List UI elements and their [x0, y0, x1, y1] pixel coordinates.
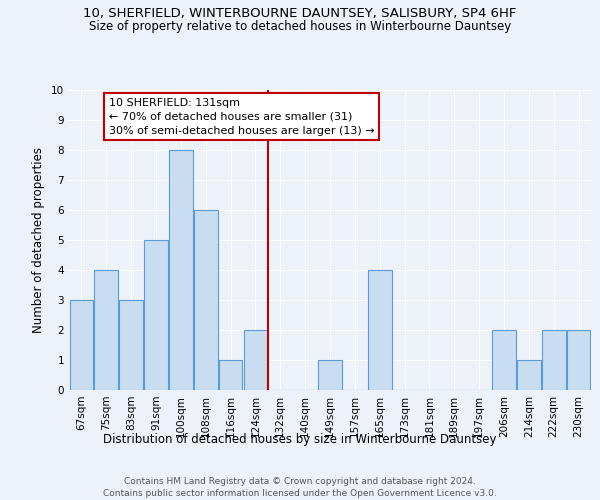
- Bar: [244, 330, 267, 390]
- Text: 10 SHERFIELD: 131sqm
← 70% of detached houses are smaller (31)
30% of semi-detac: 10 SHERFIELD: 131sqm ← 70% of detached h…: [109, 98, 374, 136]
- Bar: [144, 240, 168, 390]
- Text: Size of property relative to detached houses in Winterbourne Dauntsey: Size of property relative to detached ho…: [89, 20, 511, 33]
- Bar: [70, 300, 93, 390]
- Bar: [368, 270, 392, 390]
- Bar: [169, 150, 193, 390]
- Bar: [194, 210, 218, 390]
- Bar: [492, 330, 516, 390]
- Text: Contains HM Land Registry data © Crown copyright and database right 2024.
Contai: Contains HM Land Registry data © Crown c…: [103, 476, 497, 498]
- Bar: [119, 300, 143, 390]
- Text: Distribution of detached houses by size in Winterbourne Dauntsey: Distribution of detached houses by size …: [103, 432, 497, 446]
- Text: 10, SHERFIELD, WINTERBOURNE DAUNTSEY, SALISBURY, SP4 6HF: 10, SHERFIELD, WINTERBOURNE DAUNTSEY, SA…: [83, 8, 517, 20]
- Bar: [318, 360, 342, 390]
- Bar: [517, 360, 541, 390]
- Bar: [567, 330, 590, 390]
- Bar: [94, 270, 118, 390]
- Bar: [542, 330, 566, 390]
- Y-axis label: Number of detached properties: Number of detached properties: [32, 147, 46, 333]
- Bar: [219, 360, 242, 390]
